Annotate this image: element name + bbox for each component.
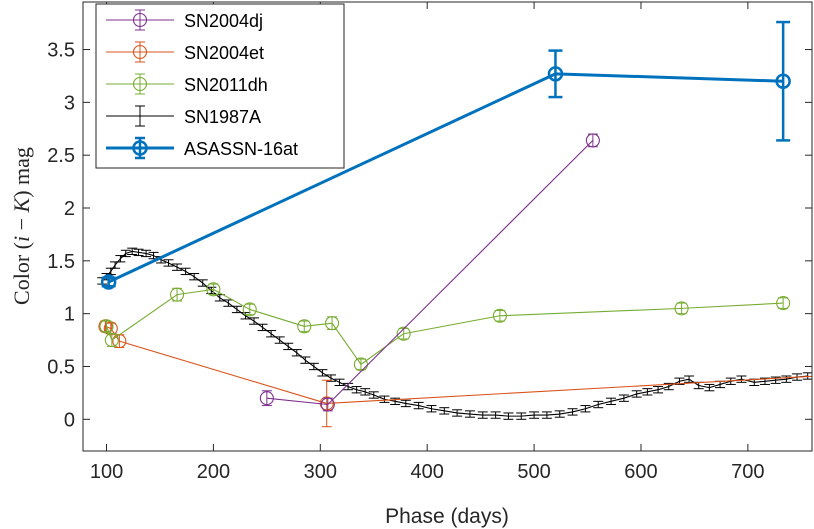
tick-label-layer: 100 200 300 400 500 600 700 0 0.5 1 1.5 2 2.5 3 3.5 <box>47 40 764 483</box>
data-point <box>259 391 274 406</box>
y-title-suffix: ) mag <box>9 147 34 198</box>
data-point <box>104 333 119 348</box>
data-point <box>100 274 117 290</box>
y-tick-label: 2.5 <box>47 145 75 167</box>
data-point <box>206 282 221 297</box>
legend-entry-asassn-16at: ASASSN-16at <box>106 136 298 160</box>
series-sn2011dh <box>99 282 791 372</box>
y-title-prefix: Color ( <box>9 242 34 305</box>
data-point <box>776 296 791 311</box>
y-tick-label: 0.5 <box>47 356 75 378</box>
data-point <box>585 133 600 148</box>
series-sn2004dj <box>259 133 600 412</box>
legend-marker <box>132 76 148 92</box>
data-point <box>297 319 312 334</box>
ticks-layer <box>83 2 812 451</box>
legend-marker <box>132 44 148 60</box>
y-title-var-i: i <box>9 236 34 242</box>
legend-label: ASASSN-16at <box>184 139 298 159</box>
legend-entry-sn2011dh: SN2011dh <box>106 73 268 95</box>
y-title-var-k: K <box>9 196 34 213</box>
x-tick-label: 300 <box>304 461 337 483</box>
y-tick-label: 3 <box>64 92 75 114</box>
y-tick-label: 1.5 <box>47 251 75 273</box>
data-point <box>547 66 564 82</box>
y-title-minus: − <box>9 212 34 235</box>
x-tick-label: 400 <box>411 461 444 483</box>
legend-marker <box>132 140 148 156</box>
legend: SN2004dj SN2004et SN2011dh SN1987A ASASSN-16… <box>95 3 345 169</box>
legend-box <box>95 3 345 169</box>
data-point <box>170 287 185 302</box>
y-tick-label: 3.5 <box>47 40 75 62</box>
x-tick-label: 200 <box>197 461 230 483</box>
legend-label: SN2004et <box>184 43 264 63</box>
legend-entry-sn1987a: SN1987A <box>106 105 261 127</box>
data-point <box>775 73 791 89</box>
data-point <box>242 302 257 317</box>
x-axis-title: Phase (days) <box>385 505 509 528</box>
series-layer <box>97 20 812 428</box>
series-line <box>106 288 784 365</box>
legend-label: SN1987A <box>184 107 261 127</box>
data-point <box>492 308 507 323</box>
x-tick-label: 700 <box>731 461 764 483</box>
legend-marker <box>132 12 148 28</box>
data-point <box>325 316 340 331</box>
legend-entry-sn2004et: SN2004et <box>106 41 264 63</box>
data-point <box>320 397 335 412</box>
data-point <box>674 301 689 316</box>
y-tick-label: 0 <box>64 409 75 431</box>
plot-frame <box>82 1 813 452</box>
series-asassn-16at <box>100 20 791 290</box>
y-tick-label: 1 <box>64 304 75 326</box>
x-tick-label: 100 <box>90 461 123 483</box>
data-point <box>99 319 114 334</box>
x-tick-label: 600 <box>624 461 657 483</box>
y-axis-title: Color (i − K) mag <box>9 147 34 305</box>
legend-entries: SN2004dj SN2004et SN2011dh SN1987A ASASSN-16… <box>106 9 298 160</box>
legend-entry-sn2004dj: SN2004dj <box>106 9 263 31</box>
x-tick-label: 500 <box>517 461 550 483</box>
legend-label: SN2011dh <box>184 75 268 95</box>
data-point <box>396 326 411 341</box>
legend-label: SN2004dj <box>184 11 263 31</box>
y-tick-label: 2 <box>64 198 75 220</box>
series-sn1987a <box>97 247 812 420</box>
